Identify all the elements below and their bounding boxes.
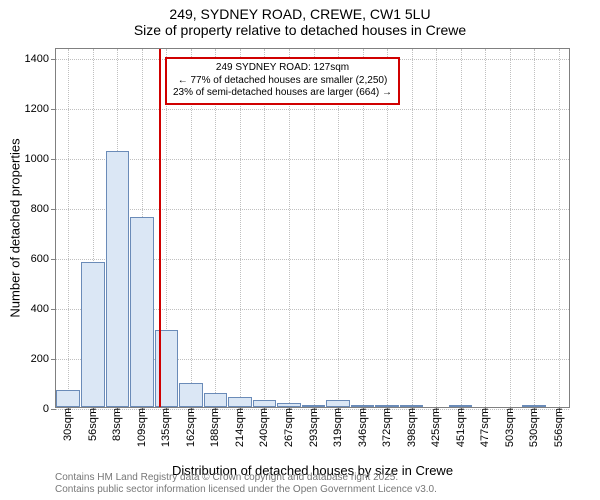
- gridline-h: [56, 109, 569, 110]
- footer-line-1: Contains HM Land Registry data © Crown c…: [55, 472, 437, 484]
- x-tick-label: 109sqm: [136, 408, 148, 447]
- histogram-bar: [302, 405, 326, 407]
- histogram-bar: [375, 405, 399, 407]
- y-tick: [51, 359, 56, 360]
- x-tick-label: 425sqm: [430, 408, 442, 447]
- y-tick: [51, 109, 56, 110]
- annotation-line1: 249 SYDNEY ROAD: 127sqm: [173, 62, 392, 75]
- histogram-bar: [522, 405, 546, 407]
- gridline-v: [534, 49, 535, 407]
- x-tick-label: 30sqm: [62, 408, 74, 441]
- y-tick: [51, 59, 56, 60]
- histogram-bar: [179, 383, 203, 407]
- x-tick-label: 135sqm: [160, 408, 172, 447]
- y-tick-label: 0: [43, 403, 49, 415]
- y-tick-label: 1200: [25, 103, 49, 115]
- y-axis-label: Number of detached properties: [8, 138, 23, 317]
- x-tick-label: 83sqm: [111, 408, 123, 441]
- y-tick-label: 400: [31, 303, 49, 315]
- y-tick-label: 1000: [25, 153, 49, 165]
- y-tick: [51, 409, 56, 410]
- gridline-v: [461, 49, 462, 407]
- y-tick: [51, 259, 56, 260]
- annotation-line3: 23% of semi-detached houses are larger (…: [173, 87, 392, 100]
- chart-container: Number of detached properties 0200400600…: [55, 48, 570, 408]
- gridline-h: [56, 209, 569, 210]
- histogram-bar: [56, 390, 80, 408]
- x-tick-label: 451sqm: [455, 408, 467, 447]
- title-line-1: 249, SYDNEY ROAD, CREWE, CW1 5LU: [0, 6, 600, 22]
- gridline-v: [510, 49, 511, 407]
- y-tick-label: 800: [31, 203, 49, 215]
- histogram-bar: [253, 400, 277, 408]
- x-tick-label: 56sqm: [87, 408, 99, 441]
- histogram-bar: [130, 217, 154, 407]
- x-tick-label: 477sqm: [479, 408, 491, 447]
- x-tick-label: 530sqm: [528, 408, 540, 447]
- annotation-box: 249 SYDNEY ROAD: 127sqm← 77% of detached…: [165, 57, 400, 105]
- histogram-bar: [204, 393, 228, 407]
- title-line-2: Size of property relative to detached ho…: [0, 22, 600, 38]
- histogram-bar: [106, 151, 130, 407]
- gridline-v: [412, 49, 413, 407]
- reference-line: [159, 49, 161, 407]
- x-tick-label: 398sqm: [406, 408, 418, 447]
- histogram-bar: [400, 405, 424, 407]
- x-tick-label: 188sqm: [209, 408, 221, 447]
- plot-area: 020040060080010001200140030sqm56sqm83sqm…: [55, 48, 570, 408]
- histogram-bar: [326, 400, 350, 408]
- y-tick: [51, 209, 56, 210]
- y-tick-label: 1400: [25, 53, 49, 65]
- x-tick-label: 162sqm: [185, 408, 197, 447]
- footer-attribution: Contains HM Land Registry data © Crown c…: [55, 472, 437, 496]
- x-tick-label: 503sqm: [504, 408, 516, 447]
- histogram-bar: [449, 405, 473, 407]
- histogram-bar: [228, 397, 252, 407]
- gridline-v: [68, 49, 69, 407]
- x-tick-label: 240sqm: [258, 408, 270, 447]
- gridline-v: [436, 49, 437, 407]
- x-tick-label: 293sqm: [308, 408, 320, 447]
- gridline-v: [559, 49, 560, 407]
- histogram-bar: [351, 405, 375, 407]
- y-tick-label: 600: [31, 253, 49, 265]
- y-tick: [51, 309, 56, 310]
- chart-title-block: 249, SYDNEY ROAD, CREWE, CW1 5LU Size of…: [0, 0, 600, 38]
- histogram-bar: [81, 262, 105, 407]
- y-tick: [51, 159, 56, 160]
- x-tick-label: 214sqm: [234, 408, 246, 447]
- gridline-h: [56, 159, 569, 160]
- gridline-v: [485, 49, 486, 407]
- x-tick-label: 372sqm: [381, 408, 393, 447]
- histogram-bar: [277, 403, 301, 407]
- x-tick-label: 267sqm: [283, 408, 295, 447]
- y-tick-label: 200: [31, 353, 49, 365]
- annotation-line2: ← 77% of detached houses are smaller (2,…: [173, 75, 392, 88]
- x-tick-label: 319sqm: [332, 408, 344, 447]
- x-tick-label: 346sqm: [357, 408, 369, 447]
- x-tick-label: 556sqm: [553, 408, 565, 447]
- footer-line-2: Contains public sector information licen…: [55, 484, 437, 496]
